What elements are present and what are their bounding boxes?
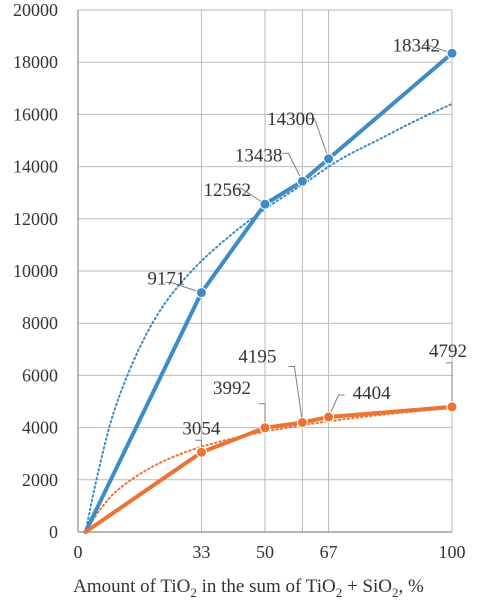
trendline	[84, 102, 453, 533]
x-tick-label: 67	[320, 542, 338, 562]
y-tick-label: 10000	[13, 261, 58, 281]
y-tick-label: 2000	[22, 470, 58, 490]
data-label: 4792	[429, 341, 467, 362]
axes	[77, 10, 452, 533]
y-tick-label: 20000	[13, 0, 58, 20]
data-label: 12562	[204, 180, 252, 201]
y-tick-label: 0	[49, 522, 58, 542]
data-label-leader	[259, 403, 266, 428]
data-label-leader	[235, 187, 266, 205]
data-label: 9171	[147, 269, 185, 290]
series-line	[83, 51, 454, 534]
data-label-leader	[328, 394, 345, 418]
data-point-marker	[446, 401, 458, 413]
y-tick-label: 8000	[22, 313, 58, 333]
data-label: 3054	[182, 418, 221, 439]
label-leaders	[165, 44, 453, 453]
data-label: 14300	[267, 109, 315, 130]
data-label: 4195	[238, 347, 276, 368]
data-point-marker	[259, 198, 271, 210]
data-label: 18342	[393, 35, 441, 56]
data-points	[195, 47, 458, 458]
data-label-leader	[288, 366, 303, 423]
x-tick-labels: 0 33 50 67 100	[74, 542, 466, 562]
y-tick-labels: 0 2000 4000 6000 8000 10000 12000 14000 16000 180…	[13, 0, 58, 542]
x-tick-label: 100	[439, 542, 466, 562]
data-point-marker	[323, 153, 335, 165]
x-axis-title-part: + SiO	[342, 576, 392, 597]
data-label-leader	[282, 152, 303, 182]
x-axis-title-subscript: 2	[335, 584, 343, 600]
x-tick-label: 33	[192, 542, 210, 562]
data-label-leader	[422, 44, 453, 54]
data-label: 13438	[235, 145, 283, 166]
data-point-marker	[195, 287, 207, 299]
data-label-leader	[308, 118, 330, 159]
data-label-leader	[165, 282, 202, 294]
y-tick-label: 4000	[22, 418, 58, 438]
x-axis-title-subscript: 2	[190, 584, 197, 600]
data-point-marker	[446, 47, 458, 59]
x-tick-label: 50	[256, 542, 274, 562]
y-tick-label: 18000	[13, 52, 58, 72]
vertical-gridlines	[200, 10, 453, 532]
y-tick-label: 16000	[13, 104, 58, 124]
series-line	[83, 404, 454, 534]
x-axis-title: Amount of TiO2 in the sum of TiO2 + SiO2…	[0, 576, 497, 601]
x-axis-title-part: in the sum of TiO	[196, 576, 336, 597]
x-axis-title-part: Amount of TiO	[73, 576, 191, 597]
x-axis-title-part: , %	[398, 576, 424, 597]
data-label: 4404	[353, 383, 392, 404]
data-label-leader	[446, 362, 453, 407]
data-point-marker	[323, 411, 335, 423]
data-label: 3992	[213, 378, 251, 399]
data-point-marker	[259, 422, 271, 434]
x-axis-title-subscript: 2	[392, 584, 399, 600]
y-tick-label: 6000	[22, 365, 58, 385]
x-tick-label: 0	[74, 542, 83, 562]
y-tick-label: 12000	[13, 209, 58, 229]
data-labels: 9171 12562 13438 14300 18342 3054 3992 4195 4404…	[147, 35, 467, 439]
series-lines	[83, 51, 454, 534]
data-point-marker	[296, 417, 308, 429]
y-tick-label: 14000	[13, 157, 58, 177]
trendlines	[84, 102, 453, 533]
data-point-marker	[296, 175, 308, 187]
data-point-marker	[195, 446, 207, 458]
